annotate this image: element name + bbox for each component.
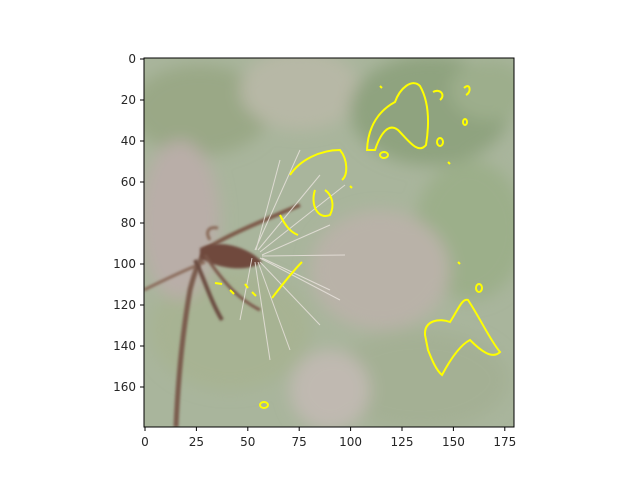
photo xyxy=(144,58,514,427)
x-tick-label: 175 xyxy=(493,435,516,449)
y-tick-label: 140 xyxy=(113,339,136,353)
y-tick-label: 120 xyxy=(113,298,136,312)
y-tick-labels: 0 20 40 60 80 100 120 140 160 xyxy=(113,52,136,394)
y-axis xyxy=(140,58,144,388)
x-tick-label: 125 xyxy=(391,435,414,449)
x-tick-label: 100 xyxy=(339,435,362,449)
x-axis xyxy=(144,427,506,431)
x-tick-label: 75 xyxy=(292,435,307,449)
y-tick-label: 80 xyxy=(121,216,136,230)
y-tick-label: 100 xyxy=(113,257,136,271)
y-tick-label: 20 xyxy=(121,93,136,107)
axes-frame xyxy=(143,57,515,428)
y-tick-label: 40 xyxy=(121,134,136,148)
x-tick-label: 50 xyxy=(240,435,255,449)
y-tick-label: 0 xyxy=(128,52,136,66)
x-tick-label: 25 xyxy=(189,435,204,449)
contour-overlay xyxy=(214,82,502,409)
blurred-background xyxy=(144,58,514,427)
y-tick-label: 60 xyxy=(121,175,136,189)
y-tick-label: 160 xyxy=(113,380,136,394)
seed-head xyxy=(193,226,262,322)
x-tick-label: 0 xyxy=(141,435,149,449)
x-tick-labels: 0 25 50 75 100 125 150 175 xyxy=(141,435,516,449)
x-tick-label: 150 xyxy=(442,435,465,449)
